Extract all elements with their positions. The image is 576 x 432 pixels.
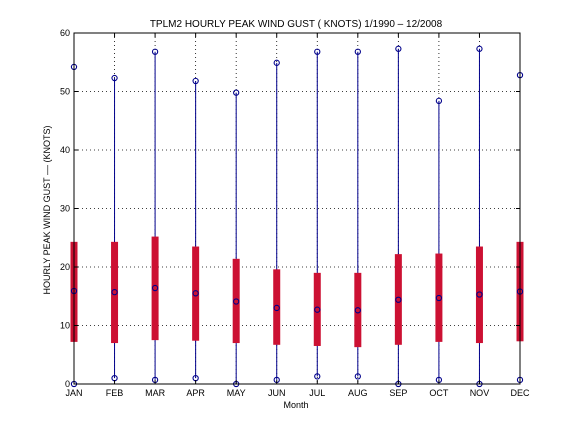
x-tick-label: MAY	[227, 388, 246, 398]
iqr-box-nov	[475, 246, 483, 344]
median-marker-sep	[395, 296, 402, 303]
y-tick-label: 0	[65, 379, 70, 389]
median-marker-aug	[354, 307, 361, 314]
axis-layer: 0 10 20 30 40 50 60 JAN FEB MAR APR MAY JUN JUL AUG SEP…	[60, 28, 530, 398]
max-marker-feb	[111, 74, 118, 82]
y-axis-label: HOURLY PEAK WIND GUST –– (KNOTS)	[42, 125, 52, 294]
iqr-box-apr	[192, 246, 200, 341]
max-marker-aug	[354, 48, 361, 55]
max-marker-apr	[192, 77, 199, 85]
median-marker-may	[233, 298, 240, 305]
y-tick-label: 60	[60, 28, 70, 38]
median-marker-jun	[273, 304, 280, 312]
y-tick-label: 50	[60, 87, 70, 97]
median-marker-feb	[111, 289, 118, 296]
median-marker-oct	[435, 294, 443, 302]
iqr-box-mar	[151, 236, 159, 341]
max-marker-jun	[273, 59, 280, 66]
max-marker-sep	[395, 45, 402, 52]
iqr-box-jul	[313, 272, 321, 346]
median-marker-nov	[476, 291, 483, 298]
min-marker-aug	[354, 373, 361, 380]
y-tick-label: 10	[60, 321, 70, 331]
median-marker-jul	[314, 306, 321, 313]
x-tick-label: NOV	[470, 388, 490, 398]
min-marker-jul	[314, 373, 321, 380]
x-tick-label: SEP	[389, 388, 407, 398]
x-tick-label: FEB	[106, 388, 124, 398]
x-tick-label: DEC	[510, 388, 530, 398]
y-tick-label: 30	[60, 204, 70, 214]
y-tick-label: 40	[60, 145, 70, 155]
median-marker-apr	[192, 290, 199, 297]
iqr-box-jun	[273, 269, 281, 345]
max-marker-mar	[151, 48, 159, 55]
x-tick-label: AUG	[348, 388, 368, 398]
iqr-box-oct	[435, 253, 443, 342]
x-tick-label: APR	[186, 388, 205, 398]
max-marker-oct	[435, 97, 443, 105]
x-tick-label: JAN	[65, 388, 82, 398]
iqr-box-may	[232, 258, 240, 344]
iqr-box-aug	[354, 272, 362, 348]
max-marker-may	[233, 89, 240, 96]
x-tick-label: OCT	[429, 388, 449, 398]
x-tick-label: JUN	[268, 388, 286, 398]
y-tick-label: 20	[60, 262, 70, 272]
x-tick-label: MAR	[145, 388, 166, 398]
iqr-box-sep	[394, 254, 402, 345]
chart-title: TPLM2 HOURLY PEAK WIND GUST ( KNOTS) 1/1…	[150, 19, 443, 30]
x-tick-label: JUL	[309, 388, 325, 398]
max-marker-jul	[314, 48, 321, 55]
iqr-box-feb	[111, 241, 119, 344]
median-marker-mar	[151, 284, 159, 292]
x-axis-label: Month	[283, 400, 308, 410]
max-marker-nov	[476, 45, 483, 52]
